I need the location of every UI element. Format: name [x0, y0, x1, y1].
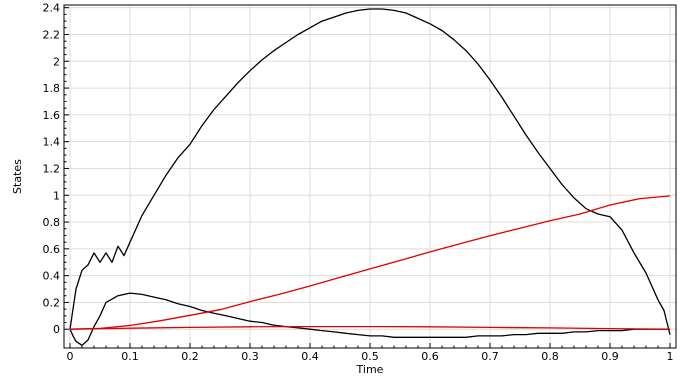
series-layer	[69, 8, 671, 346]
y-tick-label: 0.8	[43, 216, 61, 229]
y-tick-label: 0.4	[43, 270, 61, 283]
x-tick-label: 0.4	[301, 350, 319, 363]
y-tick-label: 1.4	[43, 136, 61, 149]
y-tick-label: 1.8	[43, 82, 61, 95]
y-tick-label: 2	[53, 55, 60, 68]
x-tick-label: 0	[67, 350, 74, 363]
y-tick-label: 2.2	[43, 28, 61, 41]
y-tick-label: 2.4	[43, 2, 61, 15]
y-axis-title: States	[11, 159, 24, 194]
x-tick-label: 1	[667, 350, 674, 363]
y-tick-label: 1.6	[43, 109, 61, 122]
series-line-3	[69, 195, 671, 330]
x-tick-label: 0.8	[541, 350, 559, 363]
x-axis-title: Time	[356, 363, 384, 376]
x-tick-label: 0.2	[181, 350, 199, 363]
grid-layer	[64, 5, 676, 348]
x-tick-label: 0.6	[421, 350, 439, 363]
y-tick-label: 0	[53, 323, 60, 336]
x-tick-label: 0.9	[601, 350, 619, 363]
y-tick-label: 1.2	[43, 162, 61, 175]
series-line-2	[69, 292, 670, 346]
series-line-4	[69, 325, 671, 330]
y-tick-label: 0.6	[43, 243, 61, 256]
x-tick-label: 0.7	[481, 350, 499, 363]
x-tick-label: 0.1	[121, 350, 139, 363]
y-tick-label: 1	[53, 189, 60, 202]
series-line-1	[69, 8, 671, 335]
tick-layer: 0 0.1 0.2 0.3 0.4 0.5 0.6 0.7 0.8 0.9 1 0 0.2 0.4 0.6 0…	[43, 2, 674, 363]
x-tick-label: 0.3	[241, 350, 259, 363]
x-tick-label: 0.5	[361, 350, 379, 363]
y-tick-label: 0.2	[43, 296, 61, 309]
